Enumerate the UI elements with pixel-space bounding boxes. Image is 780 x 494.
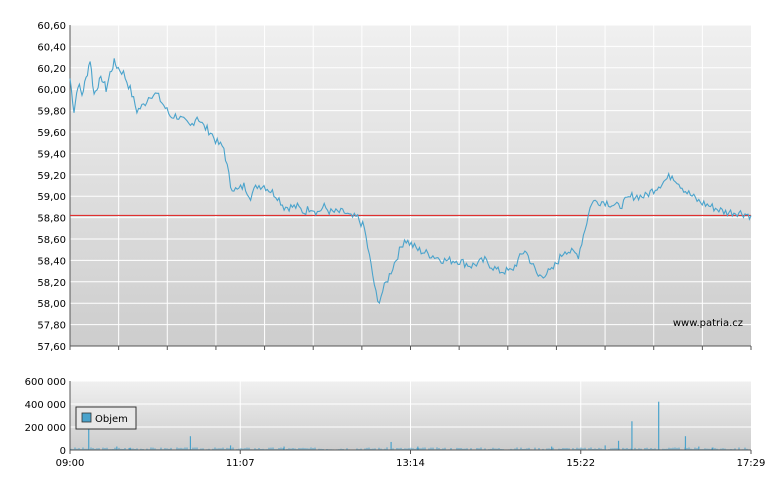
price-y-tick-label: 59,80 xyxy=(37,107,66,118)
price-y-tick-label: 59,20 xyxy=(37,171,66,182)
volume-y-tick-label: 200 000 xyxy=(25,423,66,434)
price-y-tick-label: 58,80 xyxy=(37,214,66,225)
price-y-tick-label: 58,60 xyxy=(37,235,66,246)
price-series-line xyxy=(69,58,752,305)
price-y-tick-label: 59,60 xyxy=(37,128,66,139)
volume-y-tick-label: 0 xyxy=(60,446,66,457)
price-y-tick-label: 60,60 xyxy=(37,21,66,32)
volume-legend-swatch xyxy=(81,412,92,423)
x-tick-label: 15:22 xyxy=(566,458,595,469)
price-y-tick-label: 57,60 xyxy=(37,342,66,353)
watermark-text: www.patria.cz xyxy=(673,318,743,329)
volume-legend-box xyxy=(75,406,137,430)
x-tick-label: 09:00 xyxy=(56,458,85,469)
price-y-tick-label: 57,80 xyxy=(37,321,66,332)
x-tick-label: 13:14 xyxy=(396,458,425,469)
price-y-tick-label: 58,40 xyxy=(37,256,66,267)
volume-y-tick-label: 400 000 xyxy=(25,400,66,411)
price-y-tick-label: 59,00 xyxy=(37,192,66,203)
x-tick-label: 11:07 xyxy=(226,458,255,469)
volume-legend-label: Objem xyxy=(95,414,128,425)
x-tick-label: 17:29 xyxy=(737,458,766,469)
price-y-tick-label: 58,20 xyxy=(37,278,66,289)
price-y-tick-label: 60,20 xyxy=(37,64,66,75)
price-y-tick-label: 59,40 xyxy=(37,149,66,160)
volume-y-tick-label: 600 000 xyxy=(25,377,66,388)
price-y-tick-label: 60,40 xyxy=(37,42,66,53)
price-y-tick-label: 60,00 xyxy=(37,85,66,96)
price-y-tick-label: 58,00 xyxy=(37,299,66,310)
